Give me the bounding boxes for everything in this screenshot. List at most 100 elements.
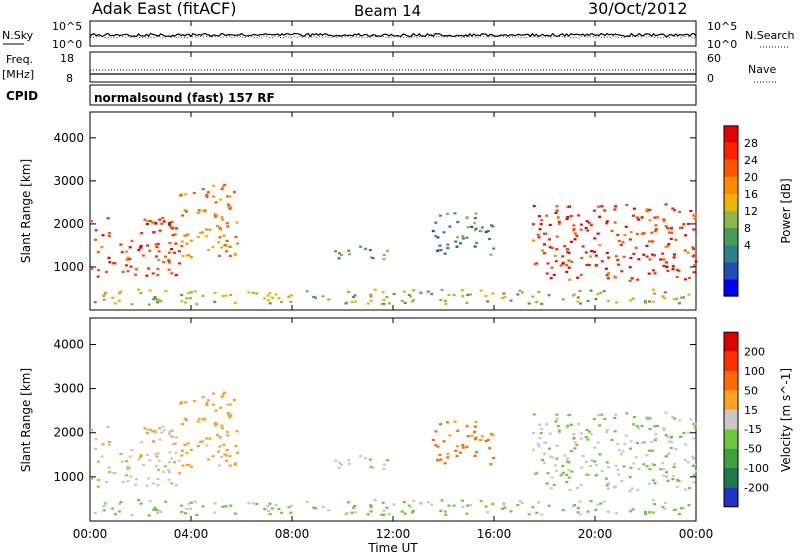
velocity-echo-cell <box>386 459 390 462</box>
velocity-echo-cell <box>221 427 225 430</box>
power-echo-cell <box>673 209 677 212</box>
velocity-echo-cell <box>628 447 632 450</box>
velocity-echo-cell <box>651 463 655 466</box>
velocity-echo-cell <box>233 398 237 402</box>
power-echo-cell <box>620 270 624 273</box>
velocity-echo-cell <box>518 500 522 503</box>
velocity-echo-cell <box>593 446 597 449</box>
velocity-echo-cell <box>201 505 205 508</box>
power-echo-cell <box>225 250 229 253</box>
power-echo-cell <box>632 207 636 210</box>
power-echo-cell <box>153 295 157 299</box>
power-echo-cell <box>689 209 693 213</box>
velocity-echo-cell <box>561 464 565 468</box>
velocity-echo-cell <box>228 416 232 419</box>
velocity-echo-cell <box>180 454 184 457</box>
velocity-echo-cell <box>599 502 603 505</box>
velocity-echo-cell <box>475 451 479 454</box>
colorbar-swatch <box>724 262 738 280</box>
velocity-echo-cell <box>125 468 129 471</box>
power-echo-cell <box>537 215 541 218</box>
power-echo-cell <box>189 239 193 242</box>
power-echo-cell <box>473 245 477 248</box>
velocity-echo-cell <box>411 509 415 512</box>
velocity-echo-cell <box>94 438 98 441</box>
velocity-echo-cell <box>491 502 495 506</box>
x-tick-label: 00:00 <box>679 527 714 541</box>
power-echo-cell <box>452 293 456 297</box>
velocity-echo-cell <box>669 435 673 438</box>
velocity-echo-cell <box>234 444 238 448</box>
power-echo-cell <box>474 227 478 230</box>
velocity-echo-cell <box>195 513 199 517</box>
velocity-echo-cell <box>184 401 188 404</box>
velocity-echo-cell <box>465 425 469 428</box>
velocity-echo-cell <box>466 435 470 438</box>
velocity-echo-cell <box>412 499 416 502</box>
velocity-echo-cell <box>683 488 687 491</box>
velocity-echo-cell <box>645 465 649 468</box>
power-echo-cell <box>637 218 641 221</box>
velocity-echo-cell <box>548 455 552 458</box>
power-echo-cell <box>93 301 97 304</box>
colorbar-swatch <box>724 193 738 211</box>
velocity-echo-cell <box>594 464 598 467</box>
power-echo-cell <box>584 251 588 254</box>
velocity-echo-cell <box>594 508 598 511</box>
velocity-echo-cell <box>540 427 544 431</box>
power-echo-cell <box>584 227 588 230</box>
power-echo-cell <box>434 234 438 238</box>
power-echo-cell <box>535 300 539 304</box>
power-echo-cell <box>637 258 641 261</box>
power-echo-cell <box>218 236 222 239</box>
power-echo-cell <box>531 239 535 242</box>
velocity-echo-cell <box>693 463 697 466</box>
velocity-echo-cell <box>173 461 177 464</box>
velocity-echo-cell <box>538 437 542 440</box>
velocity-echo-cell <box>473 425 477 428</box>
power-echo-cell <box>647 300 651 303</box>
velocity-echo-cell <box>447 504 451 507</box>
power-echo-cell <box>233 301 237 304</box>
velocity-echo-cell <box>409 505 413 509</box>
velocity-echo-cell <box>215 433 219 436</box>
velocity-echo-cell <box>140 441 144 444</box>
velocity-echo-cell <box>620 480 624 483</box>
power-echo-cell <box>667 243 671 246</box>
velocity-echo-cell <box>213 511 217 514</box>
velocity-echo-cell <box>148 459 152 462</box>
power-echo-cell <box>594 264 598 267</box>
power-echo-cell <box>270 296 274 299</box>
velocity-echo-cell <box>675 508 679 511</box>
velocity-echo-cell <box>663 501 667 504</box>
velocity-echo-cell <box>577 422 581 426</box>
power-echo-cell <box>556 216 560 219</box>
power-echo-cell <box>247 291 251 294</box>
power-echo-cell <box>581 245 585 248</box>
velocity-echo-cell <box>167 471 171 474</box>
velocity-echo-cell <box>145 431 149 435</box>
power-echo-cell <box>692 247 696 251</box>
x-tick-label: 20:00 <box>578 527 613 541</box>
velocity-echo-cell <box>555 413 559 416</box>
power-echo-cell <box>686 222 690 225</box>
power-echo-cell <box>628 266 632 269</box>
power-echo-cell <box>102 298 106 301</box>
power-echo-cell <box>410 300 414 303</box>
velocity-echo-cell <box>679 507 683 510</box>
power-echo-cell <box>369 256 373 259</box>
power-echo-cell <box>675 297 679 300</box>
power-echo-cell <box>687 293 691 296</box>
power-echo-cell <box>369 299 373 302</box>
power-echo-cell <box>468 293 472 296</box>
velocity-echo-cell <box>205 444 209 447</box>
power-echo-cell <box>642 253 646 256</box>
power-echo-cell <box>217 241 221 244</box>
power-echo-cell <box>473 216 477 220</box>
velocity-echo-cell <box>369 504 373 507</box>
power-echo-cell <box>693 253 697 257</box>
power-echo-cell <box>411 299 415 302</box>
velocity-echo-cell <box>152 440 156 443</box>
power-echo-cell <box>682 223 686 226</box>
velocity-echo-cell <box>183 443 187 446</box>
